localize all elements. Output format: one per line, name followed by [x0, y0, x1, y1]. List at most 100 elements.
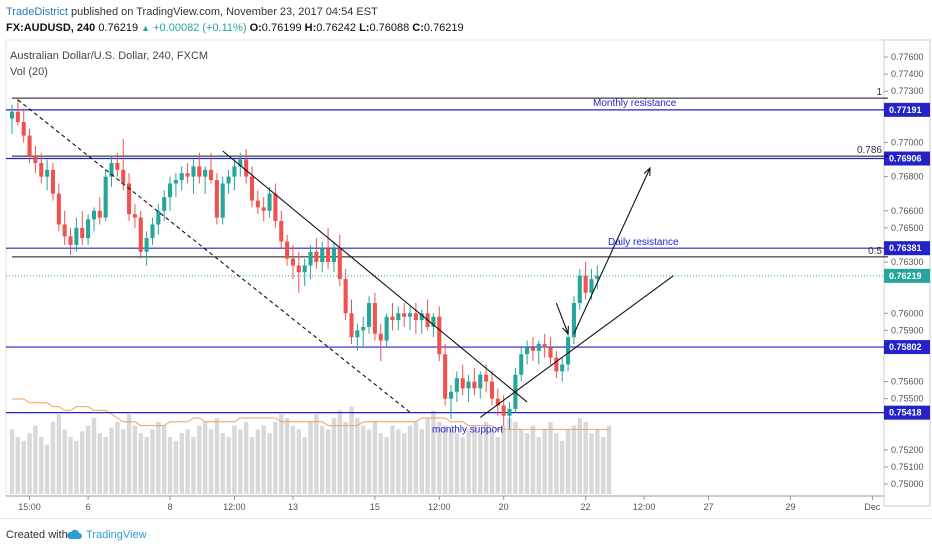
- candle-body: [448, 391, 454, 399]
- volume-bar: [290, 425, 296, 494]
- current-price-tag-label: 0.76219: [889, 271, 922, 281]
- candle-body: [50, 169, 56, 194]
- candle-body: [62, 224, 67, 237]
- volume-bar: [80, 431, 85, 494]
- volume-bar: [21, 440, 26, 494]
- volume-bar: [238, 429, 243, 494]
- level-annotation: Monthly resistance: [593, 98, 677, 109]
- volume-bar: [554, 433, 559, 494]
- volume-bar: [606, 425, 612, 494]
- volume-bar: [284, 418, 290, 494]
- volume-bar: [109, 427, 114, 494]
- volume-bar: [378, 433, 383, 494]
- volume-bar: [39, 437, 44, 494]
- candle-body: [542, 344, 547, 348]
- volume-bar: [261, 425, 266, 494]
- price-change: +0.00082 (+0.11%): [153, 22, 247, 34]
- volume-bar: [214, 418, 220, 494]
- level-tag-label: 0.77191: [889, 105, 922, 115]
- tradingview-brand-link[interactable]: TradingView: [86, 529, 147, 541]
- y-tick-label: 0.75900: [891, 325, 924, 335]
- level-annotation: monthly support: [432, 425, 503, 436]
- publisher-link[interactable]: TradeDistrict: [6, 6, 68, 18]
- candle-body: [431, 316, 436, 327]
- volume-bar: [314, 414, 319, 494]
- volume-bar: [390, 425, 395, 494]
- candle-body: [320, 248, 325, 263]
- volume-bar: [197, 425, 202, 494]
- price-chart[interactable]: 0.776000.774000.773000.772000.770000.769…: [0, 38, 932, 518]
- x-tick-label: 6: [86, 502, 91, 512]
- candle-body: [530, 347, 535, 351]
- candle-body: [314, 251, 319, 263]
- candle-body: [589, 279, 594, 293]
- y-tick-label: 0.77600: [891, 52, 924, 62]
- volume-bar: [232, 425, 237, 494]
- candle-body: [331, 248, 336, 263]
- volume-bar: [97, 433, 103, 494]
- level-tag-box: [884, 151, 930, 166]
- volume-bar: [419, 429, 424, 494]
- close-value: 0.76219: [423, 22, 464, 34]
- candle-body: [290, 258, 296, 266]
- candle-body: [162, 197, 167, 211]
- volume-bar: [460, 437, 465, 494]
- candle-body: [507, 408, 512, 416]
- low-label: L:: [359, 22, 370, 34]
- volume-bar: [366, 429, 372, 494]
- candle-body: [560, 364, 565, 372]
- volume-bar: [191, 437, 196, 494]
- volume-bar: [501, 425, 506, 494]
- candle-body: [27, 135, 32, 157]
- volume-bar: [478, 433, 483, 494]
- level-tag-label: 0.76906: [889, 154, 922, 164]
- x-tick-label: 15:00: [18, 502, 41, 512]
- instrument-legend: Australian Dollar/U.S. Dollar, 240, FXCM: [10, 50, 209, 62]
- volume-bar: [144, 437, 149, 494]
- volume-bar: [156, 421, 161, 494]
- candle-body: [472, 381, 477, 389]
- candle-body: [144, 238, 149, 252]
- volume-bar: [536, 437, 542, 494]
- candle-body: [466, 381, 471, 389]
- candle-body: [86, 219, 91, 239]
- volume-bar: [126, 414, 132, 494]
- candle-body: [191, 166, 196, 177]
- symbol-label: FX:AUDUSD, 240: [6, 22, 96, 34]
- candle-body: [56, 193, 61, 225]
- high-value: 0.76242: [316, 22, 356, 34]
- candle-body: [167, 183, 173, 198]
- volume-bar: [279, 414, 284, 494]
- candle-body: [249, 176, 255, 201]
- volume-bar: [320, 425, 325, 494]
- volume-bar: [343, 421, 348, 494]
- volume-bar: [91, 418, 97, 494]
- x-tick-label: 12:00: [428, 502, 451, 512]
- volume-bar: [255, 429, 261, 494]
- candle-body: [15, 111, 20, 122]
- y-tick-label: 0.75200: [891, 445, 924, 455]
- candle-body: [127, 183, 132, 215]
- candle-body: [21, 121, 26, 136]
- volume-bar: [542, 429, 547, 494]
- volume-bar: [349, 406, 354, 494]
- publish-header: TradeDistrict published on TradingView.c…: [0, 0, 932, 40]
- level-tag-label: 0.75802: [889, 342, 922, 352]
- volume-bar: [27, 433, 32, 494]
- volume-bar: [425, 418, 430, 494]
- projection-arrow-2-head: [643, 166, 651, 177]
- volume-bar: [44, 444, 50, 494]
- fib-label: 0.5: [868, 246, 882, 257]
- candle-body: [384, 316, 389, 341]
- y-tick-label: 0.75100: [891, 462, 924, 472]
- volume-bar: [483, 421, 489, 494]
- volume-bar: [85, 425, 91, 494]
- volume-bar: [243, 421, 249, 494]
- candle-body: [390, 316, 395, 321]
- candle-body: [519, 354, 524, 375]
- volume-bar: [437, 421, 442, 494]
- volume-bar: [360, 425, 366, 494]
- candle-body: [355, 330, 360, 338]
- x-tick-label: 27: [704, 502, 714, 512]
- candle-body: [185, 173, 190, 177]
